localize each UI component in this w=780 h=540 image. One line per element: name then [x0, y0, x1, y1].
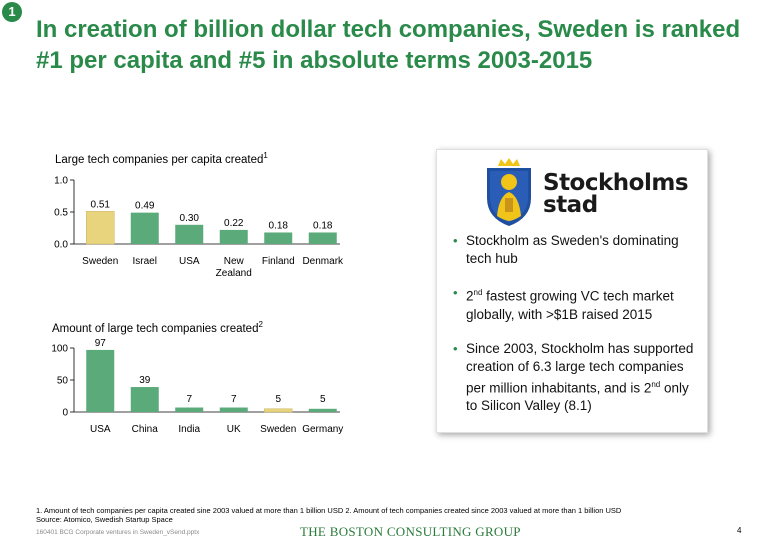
stockholm-logo: Stockholms stad — [485, 158, 689, 228]
chart2-y-tick-label: 100 — [51, 344, 68, 355]
logo-line-2: stad — [543, 192, 598, 218]
chart1-category-label: Finland — [262, 256, 295, 267]
chart2-category-label: Sweden — [260, 424, 296, 435]
bullet-3-sup: nd — [651, 379, 661, 389]
footnote-definitions: 1. Amount of tech companies per capita c… — [36, 506, 622, 515]
chart2-bar — [308, 408, 337, 412]
chart2-category-label: UK — [227, 424, 241, 435]
chart2-title: Amount of large tech companies created2 — [52, 320, 263, 335]
bullet-2-text-b: fastest growing VC tech market globally,… — [466, 288, 674, 322]
bullet-item: Since 2003, Stockholm has supported crea… — [453, 340, 703, 416]
chart1-y-tick-label: 0.5 — [54, 208, 68, 219]
chart2-bar — [175, 407, 204, 412]
chart2-data-label: 7 — [231, 394, 237, 405]
slide-title-line-2: #1 per capita and #5 in absolute terms 2… — [36, 47, 593, 74]
bullet-2-text-a: 2 — [466, 288, 474, 304]
file-name: 160401 BCG Corporate ventures in Sweden_… — [36, 529, 200, 536]
chart1-data-label: 0.18 — [269, 220, 289, 231]
chart1-title-text: Large tech companies per capita created — [55, 153, 264, 166]
chart1-data-label: 0.51 — [91, 199, 111, 210]
chart1-data-label: 0.30 — [180, 213, 200, 224]
logo-line-1: Stockholms — [543, 170, 689, 196]
chart1-category-label: Denmark — [302, 256, 344, 267]
chart2-bar — [219, 407, 248, 412]
panel-bullets: Stockholm as Sweden's dominating tech hu… — [453, 232, 703, 431]
chart1-data-label: 0.18 — [313, 220, 333, 231]
bullet-3-text-a: Since 2003, Stockholm has supported crea… — [466, 340, 694, 396]
chart1-bar — [86, 211, 115, 245]
bar-charts: 0.0 0.5 1.0 0.51 Sweden 0.49 Israel 0.30 USA 0.22… — [51, 176, 344, 436]
stockholm-logo-text: Stockholms stad — [543, 170, 689, 218]
chart2-data-label: 97 — [95, 338, 107, 349]
slide-number-badge: 1 — [2, 2, 22, 22]
chart2-category-label: USA — [90, 424, 111, 435]
chart2-title-footnote: 2 — [258, 320, 263, 329]
bcg-logo-text: THE BOSTON CONSULTING GROUP — [300, 524, 521, 539]
bullet-item: Stockholm as Sweden's dominating tech hu… — [453, 232, 703, 268]
chart1-y-tick-label: 0.0 — [54, 240, 68, 251]
chart2-category-label: India — [178, 424, 200, 435]
bullet-1-text: Stockholm as Sweden's dominating tech hu… — [466, 233, 679, 266]
chart2-data-label: 5 — [275, 394, 281, 405]
bullet-2-sup: nd — [473, 288, 483, 297]
chart2-data-label: 5 — [320, 394, 326, 405]
stockholm-panel: Stockholms stad Stockholm as Sweden's do… — [436, 149, 708, 433]
chart1-bar — [175, 224, 204, 244]
bullet-3-text-b: only to Silicon Valley (8.1) — [466, 380, 689, 413]
chart1-category-label: New — [224, 256, 245, 267]
footnote-source: Source: Atomico, Swedish Startup Space — [36, 515, 173, 524]
chart2-y-tick-label: 0 — [62, 408, 68, 419]
stockholm-crest-icon — [487, 158, 531, 226]
chart2-category-label: Germany — [302, 424, 343, 435]
chart2-category-label: China — [132, 424, 159, 435]
chart2-bar — [264, 408, 293, 413]
footnotes: 1. Amount of tech companies per capita c… — [36, 506, 621, 524]
chart2-y-tick-label: 50 — [57, 376, 69, 387]
chart1-title: Large tech companies per capita created1 — [55, 151, 268, 166]
page-number: 4 — [737, 526, 742, 535]
chart1-category-label: USA — [179, 256, 200, 267]
slide-title: In creation of billion dollar tech compa… — [36, 14, 766, 76]
chart2-bar — [86, 349, 115, 412]
chart1-data-label: 0.22 — [224, 218, 244, 229]
chart1-data-label: 0.49 — [135, 201, 155, 212]
chart1-category-label: Israel — [133, 256, 157, 267]
chart1-category-label: Sweden — [82, 256, 118, 267]
chart1-bar — [130, 212, 159, 244]
chart1-bar — [308, 232, 337, 244]
chart2-bar — [130, 387, 159, 412]
chart1-bar — [264, 232, 293, 244]
chart1-y-tick-label: 1.0 — [54, 176, 68, 187]
chart2-data-label: 7 — [186, 394, 192, 405]
chart2-data-label: 39 — [139, 375, 151, 386]
bullet-item: 2nd fastest growing VC tech market globa… — [453, 284, 703, 324]
chart1-title-footnote: 1 — [263, 151, 268, 160]
chart1-category-label: Zealand — [216, 268, 252, 279]
slide-title-line-1: In creation of billion dollar tech compa… — [36, 16, 741, 43]
chart1-bar — [219, 229, 248, 244]
chart2-title-text: Amount of large tech companies created — [52, 322, 259, 335]
